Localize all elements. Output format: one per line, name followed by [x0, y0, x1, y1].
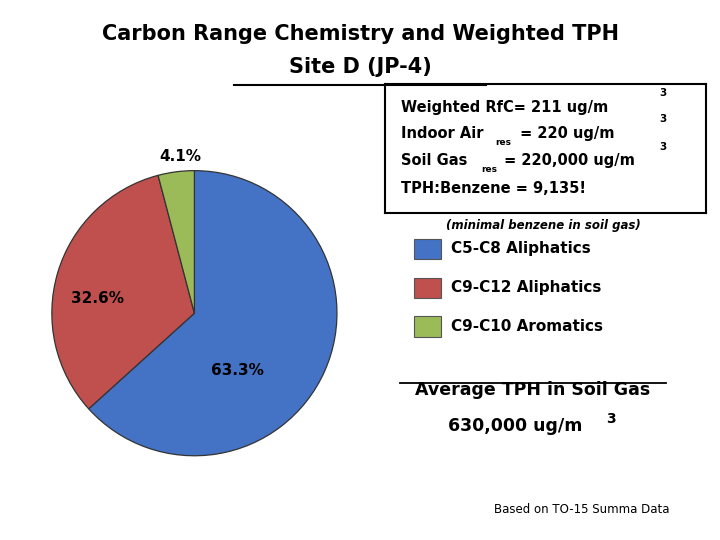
Text: Average TPH in Soil Gas: Average TPH in Soil Gas — [415, 381, 650, 399]
Text: res: res — [482, 165, 498, 174]
Text: = 220,000 ug/m: = 220,000 ug/m — [499, 153, 635, 168]
Text: 630,000 ug/m: 630,000 ug/m — [448, 417, 582, 435]
Text: Carbon Range Chemistry and Weighted TPH: Carbon Range Chemistry and Weighted TPH — [102, 24, 618, 44]
Text: Indoor Air: Indoor Air — [401, 126, 484, 141]
Text: 3: 3 — [606, 412, 616, 426]
Text: C9-C12 Aliphatics: C9-C12 Aliphatics — [451, 280, 602, 295]
Text: Site D (JP-4): Site D (JP-4) — [289, 57, 431, 77]
Text: 3: 3 — [659, 141, 667, 152]
Text: Based on TO-15 Summa Data: Based on TO-15 Summa Data — [494, 503, 670, 516]
Text: Soil Gas: Soil Gas — [401, 153, 467, 168]
Text: C5-C8 Aliphatics: C5-C8 Aliphatics — [451, 241, 591, 256]
Text: (minimal benzene in soil gas): (minimal benzene in soil gas) — [446, 219, 641, 232]
Wedge shape — [158, 171, 194, 313]
Wedge shape — [89, 171, 337, 456]
Text: 3: 3 — [659, 88, 667, 98]
Text: TPH:Benzene = 9,135!: TPH:Benzene = 9,135! — [401, 180, 586, 195]
Text: 4.1%: 4.1% — [159, 149, 201, 164]
Text: Weighted RfC= 211 ug/m: Weighted RfC= 211 ug/m — [401, 99, 608, 114]
Text: = 220 ug/m: = 220 ug/m — [515, 126, 614, 141]
Wedge shape — [52, 176, 194, 409]
Text: C9-C10 Aromatics: C9-C10 Aromatics — [451, 319, 603, 334]
Text: res: res — [496, 138, 512, 147]
Text: 3: 3 — [659, 114, 667, 124]
Text: 32.6%: 32.6% — [71, 292, 124, 306]
Text: 63.3%: 63.3% — [211, 363, 264, 377]
